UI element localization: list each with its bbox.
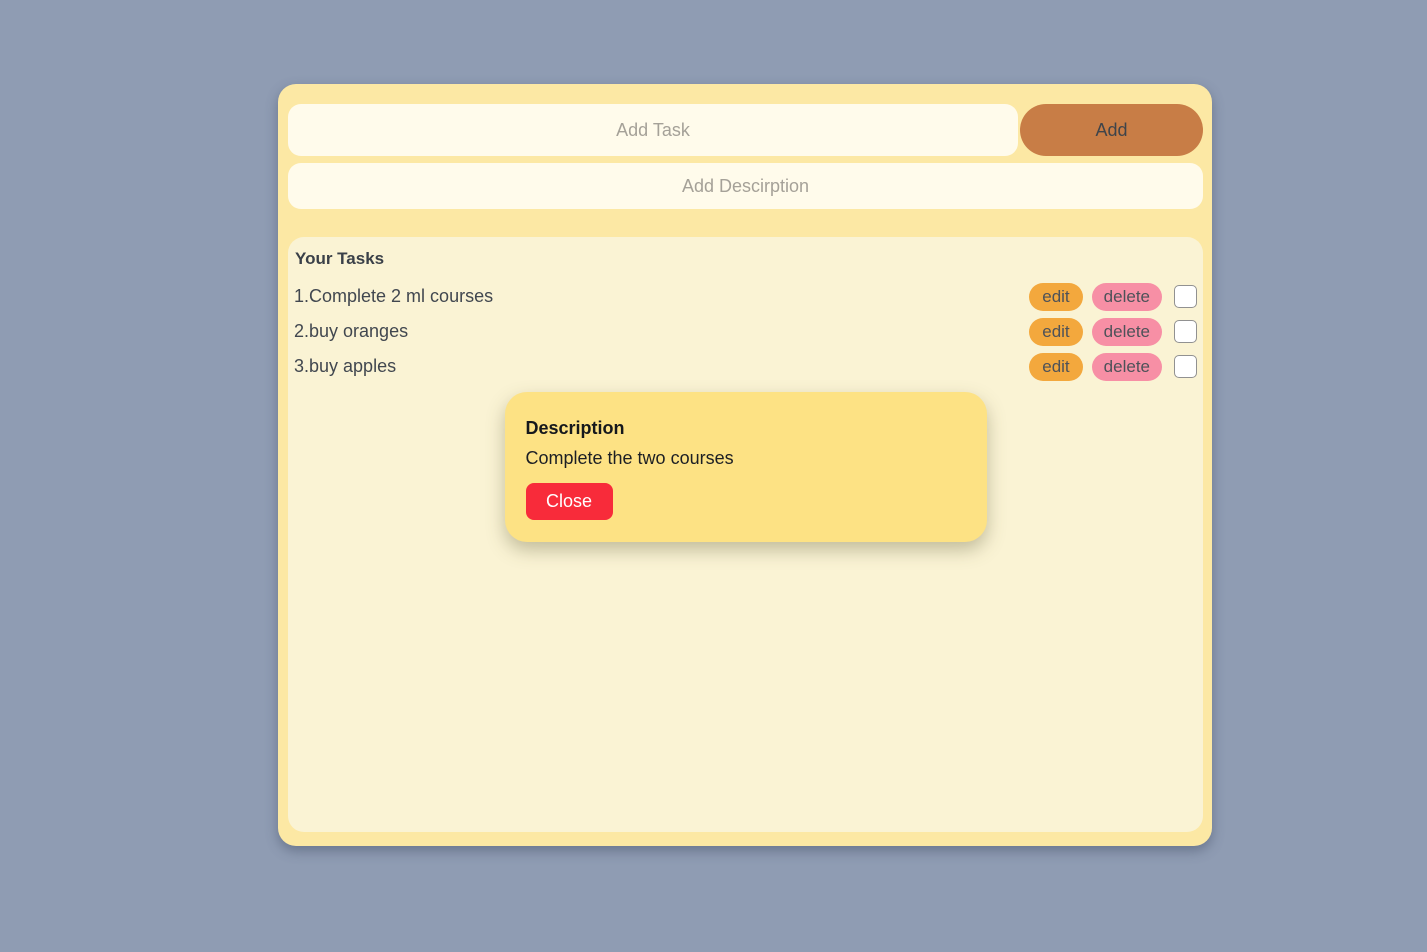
task-row: 1.Complete 2 ml courses edit delete	[293, 279, 1197, 314]
task-checkbox[interactable]	[1174, 320, 1197, 343]
task-row: 3.buy apples edit delete	[293, 349, 1197, 384]
task-text[interactable]: 1.Complete 2 ml courses	[294, 286, 494, 306]
task-actions: edit delete	[1029, 317, 1197, 346]
add-task-row: Add	[288, 104, 1203, 156]
todo-card: Add Your Tasks 1.Complete 2 ml courses e…	[278, 84, 1212, 846]
tasks-section-title: Your Tasks	[295, 249, 385, 268]
task-actions: edit delete	[1029, 282, 1197, 311]
delete-button[interactable]: delete	[1091, 317, 1162, 346]
task-actions: edit delete	[1029, 352, 1197, 381]
delete-button[interactable]: delete	[1091, 282, 1162, 311]
close-button[interactable]: Close	[525, 483, 613, 520]
task-text[interactable]: 2.buy oranges	[294, 321, 409, 341]
edit-button[interactable]: edit	[1029, 352, 1083, 381]
tasks-panel: Your Tasks 1.Complete 2 ml courses edit …	[288, 237, 1203, 832]
task-checkbox[interactable]	[1174, 285, 1197, 308]
delete-button[interactable]: delete	[1091, 352, 1162, 381]
edit-button[interactable]: edit	[1029, 282, 1083, 311]
add-button[interactable]: Add	[1020, 104, 1203, 156]
description-modal-body: Complete the two courses	[525, 448, 734, 468]
task-checkbox[interactable]	[1174, 355, 1197, 378]
add-task-input[interactable]	[288, 104, 1018, 156]
edit-button[interactable]: edit	[1029, 317, 1083, 346]
add-description-input[interactable]	[288, 163, 1203, 209]
task-text[interactable]: 3.buy apples	[294, 356, 397, 376]
description-modal-title: Description	[525, 418, 625, 438]
task-row: 2.buy oranges edit delete	[293, 314, 1197, 349]
description-modal: Description Complete the two courses Clo…	[504, 392, 987, 542]
